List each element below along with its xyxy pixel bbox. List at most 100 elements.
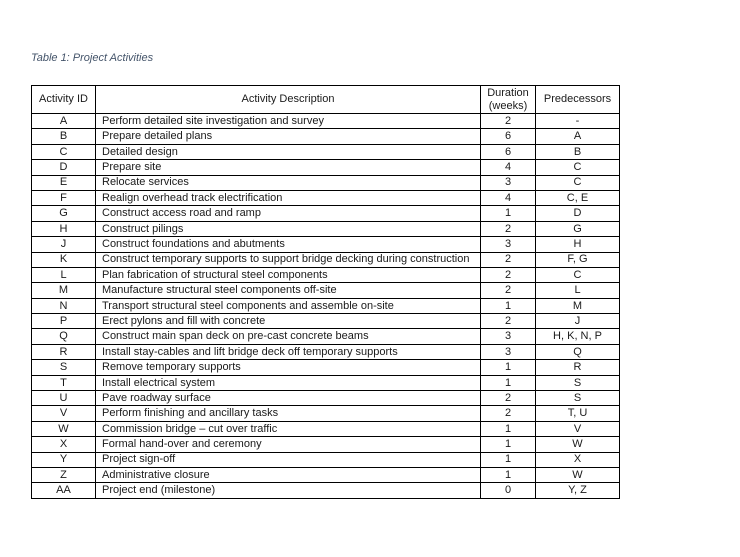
- predecessors-cell: F, G: [535, 251, 620, 268]
- activity-description-cell: Prepare site: [95, 159, 481, 176]
- activity-id-cell: AA: [31, 482, 96, 499]
- activity-id-cell: M: [31, 282, 96, 299]
- table-header-row: Activity ID Activity Description Duratio…: [31, 85, 620, 114]
- activity-description-cell: Construct foundations and abutments: [95, 236, 481, 253]
- table-row: T Install electrical system 1 S: [31, 374, 620, 392]
- predecessors-cell: J: [535, 313, 620, 330]
- activity-id-cell: R: [31, 343, 96, 361]
- duration-cell: 2: [480, 313, 536, 330]
- table-row: E Relocate services 3 C: [31, 174, 620, 191]
- table-row: K Construct temporary supports to support…: [31, 251, 620, 268]
- predecessors-cell: T, U: [535, 405, 620, 422]
- activity-description-cell: Relocate services: [95, 174, 481, 191]
- activity-description-cell: Manufacture structural steel components …: [95, 282, 481, 299]
- activity-id-cell: W: [31, 420, 96, 438]
- table-row: L Plan fabrication of structural steel co…: [31, 266, 620, 284]
- duration-cell: 1: [480, 451, 536, 468]
- activity-id-cell: Y: [31, 451, 96, 468]
- activity-id-cell: P: [31, 313, 96, 330]
- predecessors-cell: B: [535, 143, 620, 161]
- activity-id-cell: S: [31, 359, 96, 376]
- duration-cell: 3: [480, 236, 536, 253]
- table-row: F Realign overhead track electrification 4…: [31, 189, 620, 207]
- duration-cell: 3: [480, 328, 536, 345]
- duration-cell: 4: [480, 189, 536, 207]
- table-row: V Perform finishing and ancillary tasks 2 T…: [31, 405, 620, 422]
- header-activity-description: Activity Description: [95, 85, 481, 114]
- activity-description-cell: Project end (milestone): [95, 482, 481, 499]
- activity-description-cell: Construct pilings: [95, 220, 481, 238]
- activity-description-cell: Remove temporary supports: [95, 359, 481, 376]
- activity-description-cell: Pave roadway surface: [95, 390, 481, 407]
- predecessors-cell: X: [535, 451, 620, 468]
- activity-description-cell: Erect pylons and fill with concrete: [95, 313, 481, 330]
- table-row: X Formal hand-over and ceremony 1 W: [31, 436, 620, 453]
- predecessors-cell: S: [535, 390, 620, 407]
- predecessors-cell: C, E: [535, 189, 620, 207]
- duration-cell: 6: [480, 128, 536, 145]
- header-predecessors: Predecessors: [535, 85, 620, 114]
- activity-description-cell: Detailed design: [95, 143, 481, 161]
- activity-description-cell: Perform finishing and ancillary tasks: [95, 405, 481, 422]
- activity-description-cell: Install stay-cables and lift bridge deck…: [95, 343, 481, 361]
- table-row: S Remove temporary supports 1 R: [31, 359, 620, 376]
- project-activities-table: Activity ID Activity Description Duratio…: [31, 85, 620, 499]
- table-row: N Transport structural steel components a…: [31, 297, 620, 315]
- table-row: B Prepare detailed plans 6 A: [31, 128, 620, 145]
- predecessors-cell: C: [535, 266, 620, 284]
- duration-cell: 2: [480, 266, 536, 284]
- activity-description-cell: Realign overhead track electrification: [95, 189, 481, 207]
- activity-description-cell: Install electrical system: [95, 374, 481, 392]
- activity-description-cell: Construct main span deck on pre-cast con…: [95, 328, 481, 345]
- duration-cell: 1: [480, 359, 536, 376]
- predecessors-cell: Q: [535, 343, 620, 361]
- predecessors-cell: C: [535, 159, 620, 176]
- activity-id-cell: K: [31, 251, 96, 268]
- predecessors-cell: R: [535, 359, 620, 376]
- table-row: J Construct foundations and abutments 3 H: [31, 236, 620, 253]
- activity-id-cell: G: [31, 205, 96, 222]
- duration-cell: 2: [480, 390, 536, 407]
- activity-description-cell: Prepare detailed plans: [95, 128, 481, 145]
- activity-description-cell: Administrative closure: [95, 466, 481, 484]
- predecessors-cell: H, K, N, P: [535, 328, 620, 345]
- predecessors-cell: L: [535, 282, 620, 299]
- activity-id-cell: X: [31, 436, 96, 453]
- predecessors-cell: S: [535, 374, 620, 392]
- duration-cell: 1: [480, 420, 536, 438]
- table-row: Q Construct main span deck on pre-cast co…: [31, 328, 620, 345]
- table-row: AA Project end (milestone) 0 Y, Z: [31, 482, 620, 499]
- duration-cell: 2: [480, 220, 536, 238]
- table-caption: Table 1: Project Activities: [31, 52, 154, 64]
- predecessors-cell: C: [535, 174, 620, 191]
- activity-id-cell: B: [31, 128, 96, 145]
- table-row: P Erect pylons and fill with concrete 2 J: [31, 313, 620, 330]
- table-row: W Commission bridge – cut over traffic 1 V: [31, 420, 620, 438]
- activity-id-cell: A: [31, 112, 96, 130]
- table-row: G Construct access road and ramp 1 D: [31, 205, 620, 222]
- duration-cell: 1: [480, 436, 536, 453]
- predecessors-cell: M: [535, 297, 620, 315]
- activity-id-cell: J: [31, 236, 96, 253]
- table-row: U Pave roadway surface 2 S: [31, 390, 620, 407]
- table-row: A Perform detailed site investigation and…: [31, 112, 620, 130]
- header-duration: Duration (weeks): [480, 85, 536, 114]
- activity-id-cell: F: [31, 189, 96, 207]
- activity-id-cell: U: [31, 390, 96, 407]
- table-row: Y Project sign-off 1 X: [31, 451, 620, 468]
- activity-id-cell: E: [31, 174, 96, 191]
- activity-id-cell: H: [31, 220, 96, 238]
- table-row: C Detailed design 6 B: [31, 143, 620, 161]
- activity-id-cell: V: [31, 405, 96, 422]
- duration-cell: 6: [480, 143, 536, 161]
- activity-description-cell: Plan fabrication of structural steel com…: [95, 266, 481, 284]
- activity-id-cell: Q: [31, 328, 96, 345]
- duration-cell: 0: [480, 482, 536, 499]
- table-row: Z Administrative closure 1 W: [31, 466, 620, 484]
- activity-id-cell: C: [31, 143, 96, 161]
- predecessors-cell: Y, Z: [535, 482, 620, 499]
- predecessors-cell: A: [535, 128, 620, 145]
- activity-id-cell: D: [31, 159, 96, 176]
- activity-id-cell: L: [31, 266, 96, 284]
